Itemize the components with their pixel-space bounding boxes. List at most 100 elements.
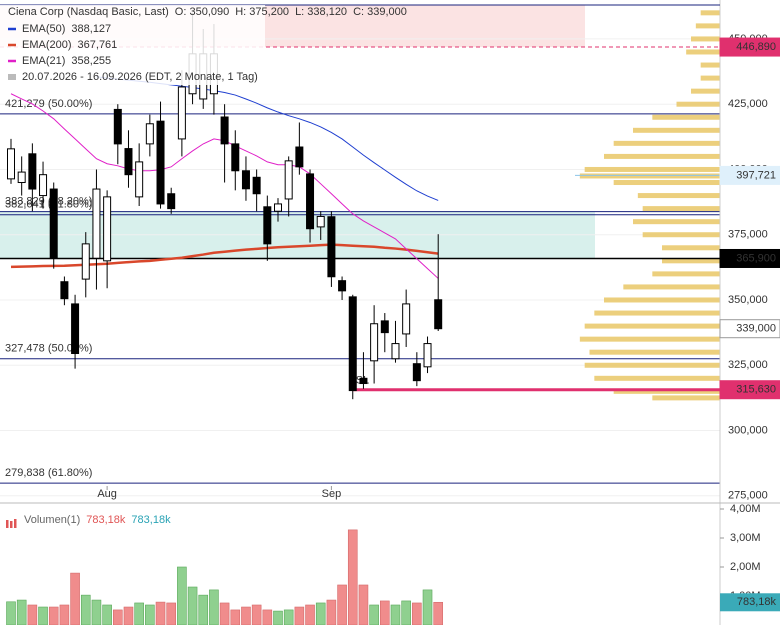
legend-name: EMA(200) (22, 39, 72, 51)
volume-profile-bar (589, 349, 720, 355)
volume-profile-bar (594, 375, 720, 381)
header-ohlc: C: 339,000 (353, 6, 407, 18)
volume-profile-bar (642, 232, 720, 238)
candle-body (316, 215, 325, 228)
volume-profile-bar (662, 245, 720, 251)
candle-body (49, 188, 58, 259)
header-range: 20.07.2026 - 16.09.2026 (EDT, 2 Monate, … (22, 71, 258, 83)
volume-bar (209, 589, 219, 625)
volume-bar (433, 601, 444, 625)
volume-last-label: 783,18k (737, 596, 777, 608)
volume-bar (134, 602, 144, 625)
candle-body (370, 323, 379, 362)
volume-tick-label: 4,00M (730, 503, 761, 515)
level-box (719, 380, 780, 400)
candle-body (156, 120, 165, 205)
volume-last-box (720, 593, 780, 612)
candle-body (284, 160, 293, 200)
y-tick-label: 325,000 (728, 359, 768, 371)
volume-profile-bar (691, 36, 720, 42)
candle-body (92, 188, 101, 259)
candle-body (167, 193, 176, 210)
candle-body (145, 123, 154, 145)
volume-bar (187, 586, 198, 625)
level-label: 339,000 (736, 323, 776, 335)
legend-value: 367,761 (78, 39, 118, 51)
volume-tick-label: 2,00M (730, 561, 761, 573)
volume-bar (251, 604, 262, 625)
legend-entry: EMA(21) 358,255 (22, 55, 111, 67)
volume-bar (16, 599, 27, 625)
volume-bar (27, 604, 38, 625)
fib-label: 421,279 (50.00%) (5, 98, 92, 110)
header: Ciena Corp (Nasdaq Basic, Last) O: 350,09… (8, 6, 407, 18)
candle-body (338, 280, 347, 292)
volume-bar (358, 584, 369, 625)
range-icon (8, 74, 16, 80)
volume-bar (113, 609, 123, 625)
candle-body (434, 299, 443, 330)
volume-icon (10, 521, 13, 528)
candle-body (359, 377, 368, 385)
candle-body (327, 216, 336, 278)
volume-bar (219, 602, 230, 625)
volume-profile-bar (604, 297, 720, 303)
header-title: Ciena Corp (Nasdaq Basic, Last) (8, 6, 169, 18)
volume-bar (6, 601, 16, 625)
level-box (719, 248, 780, 268)
volume-icon (14, 519, 17, 528)
volume-bar (102, 604, 112, 625)
volume-bar (347, 529, 358, 625)
volume-bar (283, 609, 294, 625)
candle-body (60, 281, 69, 300)
legend-entry: EMA(50) 388,127 (22, 23, 111, 35)
volume-profile-bar (700, 75, 720, 81)
volume-bar (70, 572, 80, 625)
volume-bar (230, 609, 241, 625)
volume-profile-bar (637, 193, 720, 199)
y-tick-label: 425,000 (728, 98, 768, 110)
volume-profile-bar (691, 88, 720, 94)
volume-icon (6, 520, 9, 528)
candle-body (103, 196, 112, 262)
volume-profile-bar (584, 362, 720, 368)
volume-bar (177, 566, 187, 625)
candle-body (412, 363, 421, 382)
volume-bar (294, 606, 305, 625)
volume-bar (337, 584, 347, 625)
volume-profile-bar (613, 140, 720, 146)
x-tick-label: Aug (97, 488, 117, 500)
candle-body (113, 108, 122, 145)
candle-body (252, 176, 261, 195)
volume-profile-bar (613, 388, 720, 394)
level-box (719, 37, 780, 57)
legend-bg (0, 5, 265, 85)
candle-body (380, 320, 389, 334)
volume-profile-bar (604, 153, 720, 159)
volume-bar (262, 609, 273, 625)
volume-profile-bar (579, 173, 720, 179)
volume-bar (198, 594, 209, 625)
candle-body (135, 161, 144, 198)
volume-bar (38, 606, 48, 625)
volume-bar (390, 604, 401, 625)
volume-bar (145, 604, 155, 625)
volume-profile-bar (613, 180, 720, 186)
volume-tick-label: 3,00M (730, 532, 761, 544)
volume-bar (241, 606, 251, 625)
candle-body (274, 203, 282, 212)
legend-name: EMA(21) (22, 55, 65, 67)
volume-profile-bar (676, 101, 720, 107)
legend-entry: EMA(200) 367,761 (22, 39, 117, 51)
volume-bar (401, 600, 411, 625)
candle-body (177, 86, 186, 140)
level-label: 446,890 (736, 41, 776, 53)
candle-body (124, 148, 133, 176)
volume-bar (422, 589, 433, 625)
volume-profile-bar (584, 166, 720, 172)
candle-body (306, 173, 315, 230)
volume-profile-bar (579, 336, 720, 342)
y-tick-label: 350,000 (728, 294, 768, 306)
candle-body (81, 243, 90, 280)
volume-bar (91, 599, 102, 625)
